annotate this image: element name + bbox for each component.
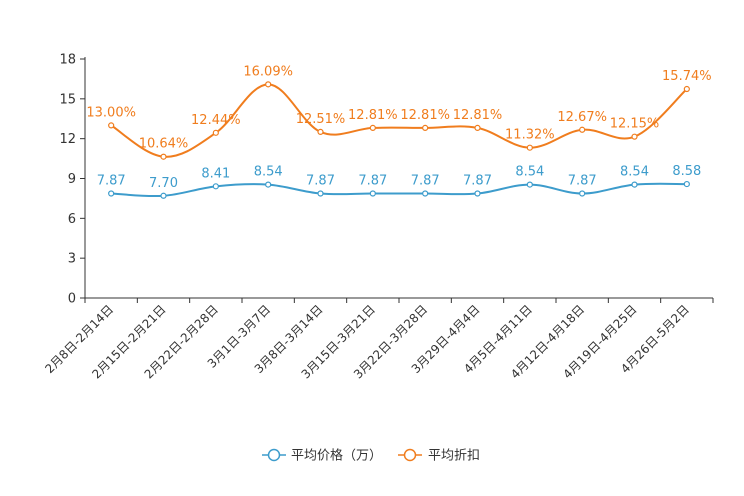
data-label: 7.87 — [568, 174, 597, 189]
data-point — [683, 180, 690, 188]
data-point — [160, 153, 167, 160]
data-label: 12.81% — [400, 108, 450, 123]
data-point — [212, 129, 219, 136]
data-point — [474, 190, 481, 197]
data-label: 8.54 — [254, 165, 283, 180]
data-label: 7.70 — [149, 176, 178, 191]
legend-label: 平均折扣 — [428, 449, 480, 464]
data-label: 12.51% — [296, 112, 346, 127]
data-label: 7.87 — [463, 174, 492, 189]
data-label: 12.81% — [348, 108, 398, 123]
data-point — [108, 122, 115, 129]
data-point — [317, 128, 324, 135]
data-label: 7.87 — [306, 174, 335, 189]
data-label: 8.58 — [672, 164, 701, 179]
legend-marker — [267, 448, 281, 462]
data-point — [526, 181, 533, 188]
y-tick-label: 15 — [59, 92, 76, 107]
y-tick-label: 0 — [68, 292, 76, 307]
legend-item-1: 平均折扣 — [398, 449, 480, 464]
data-label: 12.67% — [557, 110, 607, 125]
data-label: 8.54 — [620, 165, 649, 180]
y-tick-label: 18 — [59, 53, 76, 68]
data-label: 16.09% — [243, 64, 293, 79]
data-label: 13.00% — [86, 105, 136, 120]
series-line-0 — [111, 182, 687, 198]
legend-label: 平均价格（万） — [291, 448, 382, 464]
data-label: 7.87 — [411, 174, 440, 189]
data-label: 12.44% — [191, 113, 241, 128]
data-point — [108, 190, 115, 197]
data-label: 10.64% — [139, 137, 189, 152]
data-label: 8.41 — [201, 166, 230, 181]
data-point — [579, 190, 586, 197]
y-tick-label: 9 — [68, 172, 76, 187]
data-label: 12.81% — [453, 108, 503, 123]
data-point — [631, 181, 638, 188]
data-point — [526, 144, 533, 151]
y-tick-label: 6 — [68, 212, 76, 227]
data-label: 8.54 — [515, 165, 544, 180]
legend-item-0: 平均价格（万） — [262, 448, 382, 464]
data-point — [265, 81, 272, 88]
y-tick-label: 12 — [59, 132, 76, 147]
data-point — [212, 183, 219, 190]
data-point — [369, 190, 376, 197]
data-point — [369, 124, 376, 132]
data-label: 7.87 — [97, 174, 126, 189]
data-label: 7.87 — [358, 174, 387, 189]
data-point — [631, 133, 638, 140]
data-point — [160, 192, 167, 199]
legend-marker — [403, 448, 417, 462]
data-point — [683, 85, 690, 93]
data-label: 15.74% — [662, 69, 712, 84]
data-point — [474, 124, 481, 132]
data-point — [579, 126, 586, 133]
data-point — [317, 190, 324, 197]
data-point — [265, 181, 272, 188]
y-tick-label: 3 — [68, 252, 76, 267]
data-label: 11.32% — [505, 128, 555, 143]
data-point — [422, 124, 429, 132]
data-point — [422, 190, 429, 197]
data-label: 12.15% — [610, 117, 660, 132]
